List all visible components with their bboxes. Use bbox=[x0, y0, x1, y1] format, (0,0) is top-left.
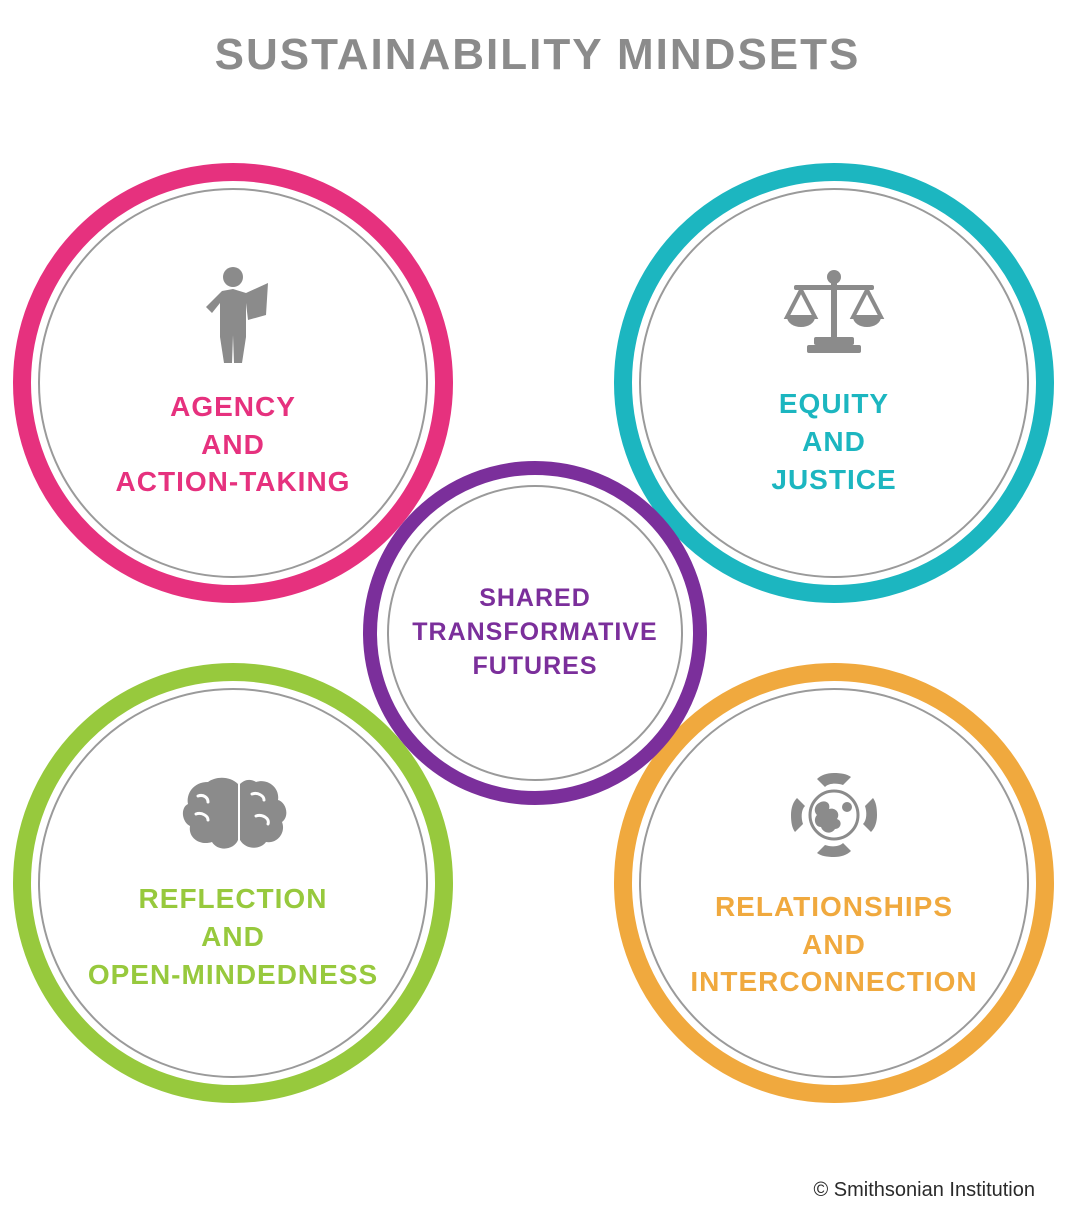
circle-reflection-label: REFLECTION AND OPEN-MINDEDNESS bbox=[88, 880, 378, 993]
superhero-icon bbox=[188, 265, 278, 370]
circle-equity: EQUITY AND JUSTICE bbox=[614, 163, 1054, 603]
circle-agency-label: AGENCY AND ACTION-TAKING bbox=[116, 388, 351, 501]
circle-equity-label: EQUITY AND JUSTICE bbox=[771, 385, 896, 498]
page-title: SUSTAINABILITY MINDSETS bbox=[0, 30, 1075, 80]
copyright-text: © Smithsonian Institution bbox=[813, 1179, 1035, 1202]
circle-relationships-label: RELATIONSHIPS AND INTERCONNECTION bbox=[690, 888, 977, 1001]
mindsets-diagram: AGENCY AND ACTION-TAKING EQUITY AND JUST… bbox=[0, 80, 1075, 1120]
circle-center: SHARED TRANSFORMATIVE FUTURES bbox=[363, 461, 707, 805]
hands-globe-icon bbox=[779, 765, 889, 870]
scales-icon bbox=[779, 267, 889, 367]
circle-center-label: SHARED TRANSFORMATIVE FUTURES bbox=[412, 582, 657, 683]
circle-relationships: RELATIONSHIPS AND INTERCONNECTION bbox=[614, 663, 1054, 1103]
brain-icon bbox=[178, 772, 288, 862]
circle-agency: AGENCY AND ACTION-TAKING bbox=[13, 163, 453, 603]
circle-reflection: REFLECTION AND OPEN-MINDEDNESS bbox=[13, 663, 453, 1103]
